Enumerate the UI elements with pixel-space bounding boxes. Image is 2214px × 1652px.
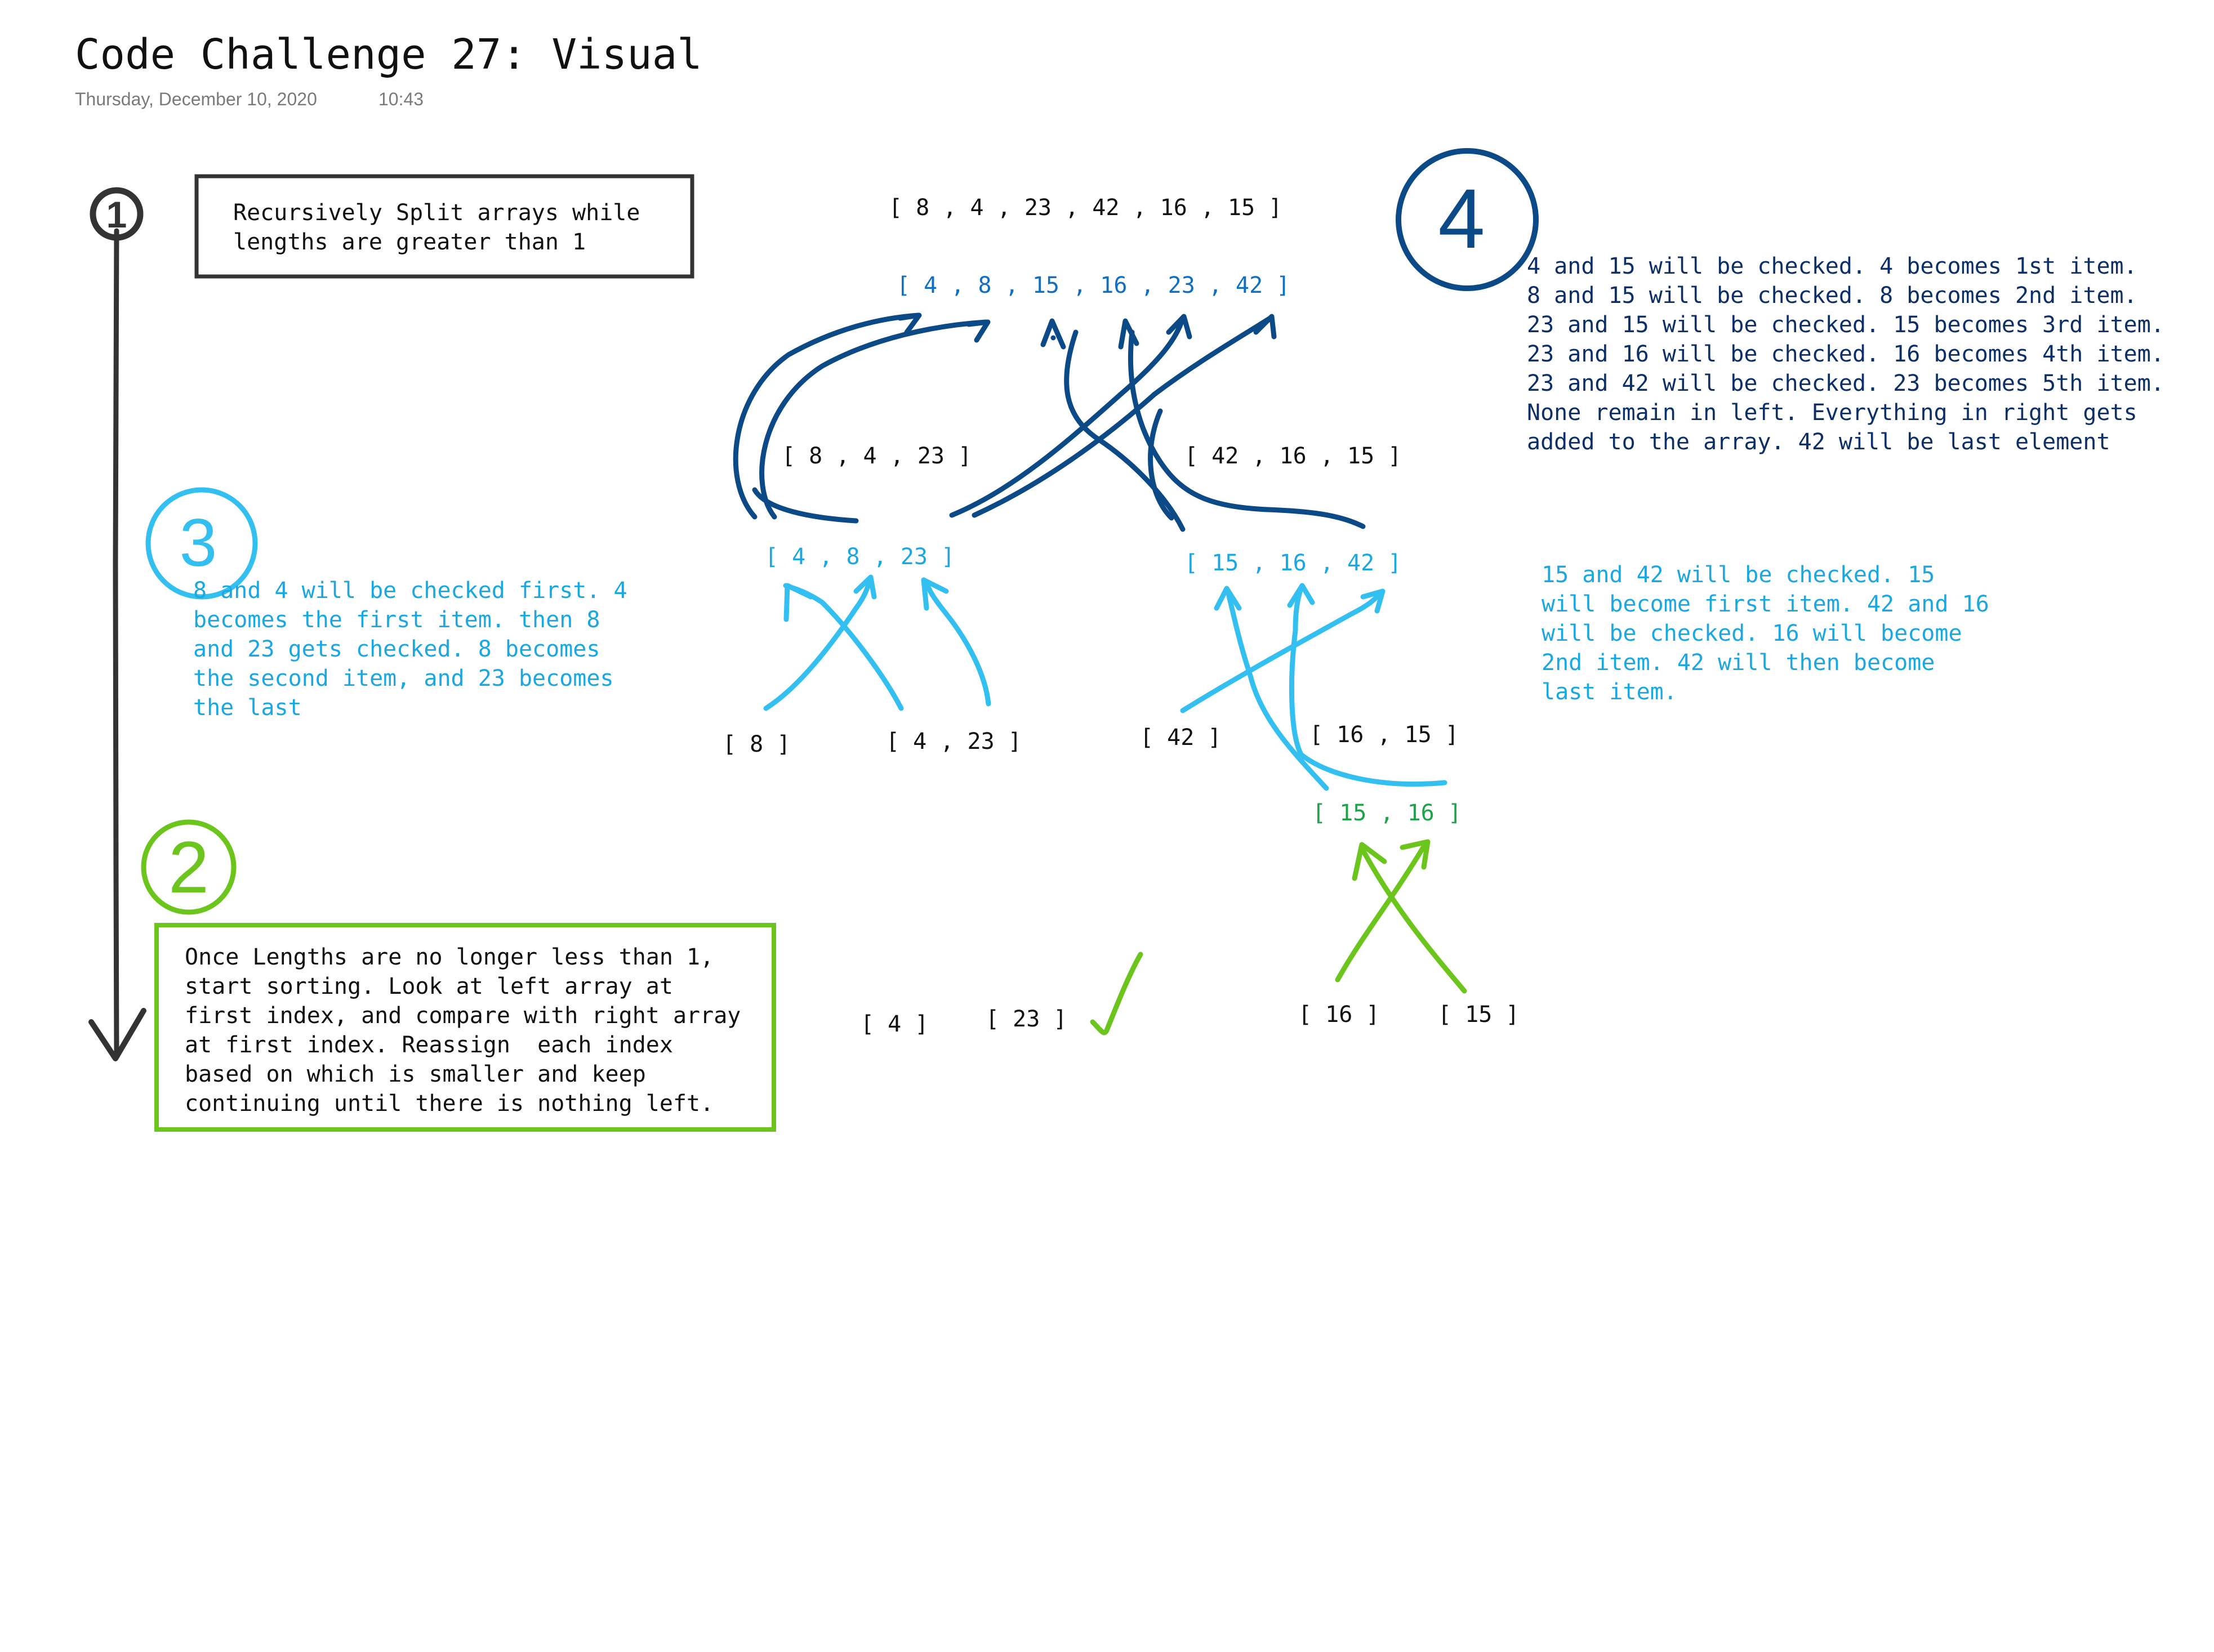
array-single-15: [ 15 ] xyxy=(1438,1002,1520,1028)
step-4-note-line: 8 and 15 will be checked. 8 becomes 2nd … xyxy=(1527,283,2137,309)
array-pair-4-23: [ 4 , 23 ] xyxy=(886,729,1022,754)
array-original: [ 8 , 4 , 23 , 42 , 16 , 15 ] xyxy=(889,195,1282,221)
array-right-half: [ 42 , 16 , 15 ] xyxy=(1184,443,1401,469)
step-4-note-line: None remain in left. Everything in right… xyxy=(1527,400,2137,426)
step-4-number: 4 xyxy=(1438,171,1485,266)
step-3-note-line: the last xyxy=(193,695,302,721)
page-date: Thursday, December 10, 2020 xyxy=(75,89,317,109)
step-4-note-line: added to the array. 42 will be last elem… xyxy=(1527,429,2110,455)
step-2-note-line: first index, and compare with right arra… xyxy=(185,1003,741,1029)
step-4-merge-arrows xyxy=(733,312,1366,532)
array-single-42: [ 42 ] xyxy=(1140,725,1222,751)
array-single-16: [ 16 ] xyxy=(1298,1002,1380,1028)
array-right-sorted: [ 15 , 16 , 42 ] xyxy=(1184,550,1401,576)
checkmark-icon xyxy=(1090,952,1143,1035)
array-single-4: [ 4 ] xyxy=(861,1011,928,1037)
step-1-note-line: lengths are greater than 1 xyxy=(233,229,586,255)
step-1-number: 1 xyxy=(106,194,127,235)
step-3-note-line: will be checked. 16 will become xyxy=(1542,620,1962,646)
step-2-note-line: start sorting. Look at left array at xyxy=(185,974,673,999)
step-2-number: 2 xyxy=(168,826,209,908)
step-3-note-line: and 23 gets checked. 8 becomes xyxy=(193,636,600,662)
page-time: 10:43 xyxy=(378,89,424,109)
step-4-note: 4 and 15 will be checked. 4 becomes 1st … xyxy=(1527,253,2164,455)
step-1-note-box: Recursively Split arrays while lengths a… xyxy=(194,174,694,279)
step-3-left-note: 8 and 4 will be checked first. 4 becomes… xyxy=(193,578,627,721)
step-2-merge-arrows xyxy=(1090,839,1467,1035)
step-4-note-line: 23 and 16 will be checked. 16 becomes 4t… xyxy=(1527,341,2164,367)
step-3-note-line: 2nd item. 42 will then become xyxy=(1542,650,1935,676)
array-sorted-15-16: [ 15 , 16 ] xyxy=(1312,800,1462,826)
step-3-merge-arrows xyxy=(763,574,1447,791)
step-3-note-line: 8 and 4 will be checked first. 4 xyxy=(193,578,627,604)
step-3-note-line: becomes the first item. then 8 xyxy=(193,607,600,633)
step-3-note-line: will become first item. 42 and 16 xyxy=(1542,591,1989,617)
step-3-note-line: 15 and 42 will be checked. 15 xyxy=(1542,562,1935,588)
array-pair-16-15: [ 16 , 15 ] xyxy=(1309,722,1459,748)
step-4-note-line: 23 and 15 will be checked. 15 becomes 3r… xyxy=(1527,312,2164,338)
step-2-note-box: Once Lengths are no longer less than 1, … xyxy=(154,923,776,1132)
step-2-marker: 2 xyxy=(141,819,237,915)
page-title: Code Challenge 27: Visual xyxy=(75,30,702,79)
array-final-sorted: [ 4 , 8 , 15 , 16 , 23 , 42 ] xyxy=(897,273,1290,298)
step-2-note-line: continuing until there is nothing left. xyxy=(185,1091,714,1117)
step-1-marker: 1 xyxy=(90,187,144,241)
array-left-sorted: [ 4 , 8 , 23 ] xyxy=(765,544,955,570)
step-2-note-line: based on which is smaller and keep xyxy=(185,1061,646,1087)
step-4-marker: 4 xyxy=(1396,148,1539,291)
timeline-arrow xyxy=(88,228,146,1061)
step-3-marker: 3 xyxy=(145,487,258,600)
array-left-half: [ 8 , 4 , 23 ] xyxy=(782,443,972,469)
step-3-number: 3 xyxy=(180,505,217,581)
array-single-8: [ 8 ] xyxy=(723,731,790,757)
array-single-23: [ 23 ] xyxy=(986,1006,1067,1032)
step-4-note-line: 23 and 42 will be checked. 23 becomes 5t… xyxy=(1527,370,2164,396)
step-3-note-line: last item. xyxy=(1542,679,1677,705)
step-3-right-note: 15 and 42 will be checked. 15 will becom… xyxy=(1542,562,1989,705)
step-4-note-line: 4 and 15 will be checked. 4 becomes 1st … xyxy=(1527,253,2137,279)
step-3-note-line: the second item, and 23 becomes xyxy=(193,666,614,691)
step-2-note-line: at first index. Reassign each index xyxy=(185,1032,673,1058)
step-1-note-line: Recursively Split arrays while xyxy=(233,200,640,226)
step-2-note-line: Once Lengths are no longer less than 1, xyxy=(185,944,714,970)
